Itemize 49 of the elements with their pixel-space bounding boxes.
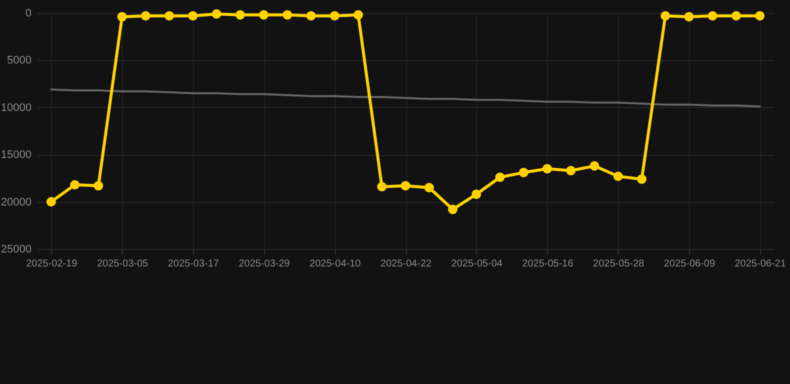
point: [282, 10, 292, 20]
point: [518, 168, 528, 178]
point: [259, 10, 269, 20]
line-series: [50, 88, 761, 108]
point: [731, 11, 741, 21]
x-tick-label: 2025-02-19: [26, 258, 78, 270]
y-tick-label: 0: [25, 8, 32, 20]
x-tick-label: 2025-05-04: [451, 258, 503, 270]
point: [448, 204, 458, 214]
point: [424, 182, 434, 192]
point: [542, 164, 552, 174]
x-tick-label: 2025-03-29: [238, 258, 290, 270]
point: [354, 10, 363, 20]
point: [212, 9, 222, 19]
point: [755, 11, 765, 21]
point: [46, 197, 56, 207]
point: [613, 172, 623, 182]
point: [306, 11, 316, 21]
point: [94, 181, 104, 190]
y-tick-label: 25000: [0, 244, 32, 256]
point: [495, 172, 505, 182]
x-tick-label: 2025-03-05: [96, 258, 149, 270]
x-tick-label: 2025-03-17: [168, 258, 220, 270]
x-tick-label: 2025-06-21: [734, 258, 786, 270]
y-tick-label: 5000: [7, 54, 32, 67]
point: [684, 12, 694, 22]
point: [330, 11, 340, 21]
point: [70, 180, 80, 190]
x-tick-label: 2025-06-09: [664, 258, 716, 270]
point: [566, 166, 576, 176]
x-tick-label: 2025-04-10: [310, 258, 362, 270]
y-tick-label: 10000: [0, 102, 32, 114]
point: [164, 11, 174, 21]
point: [590, 161, 600, 171]
point: [660, 11, 670, 21]
point: [377, 182, 387, 192]
point: [636, 174, 646, 184]
point: [188, 11, 198, 21]
point: [235, 10, 245, 20]
x-tick-label: 2025-05-28: [593, 258, 645, 270]
y-tick-label: 15000: [0, 149, 32, 162]
point: [472, 190, 482, 199]
y-tick-label: 20000: [0, 196, 32, 208]
point: [117, 12, 127, 22]
x-tick-label: 2025-04-22: [380, 258, 432, 270]
point: [708, 11, 718, 21]
point: [400, 181, 410, 190]
point: [140, 11, 150, 21]
x-tick-label: 2025-05-16: [522, 258, 574, 270]
